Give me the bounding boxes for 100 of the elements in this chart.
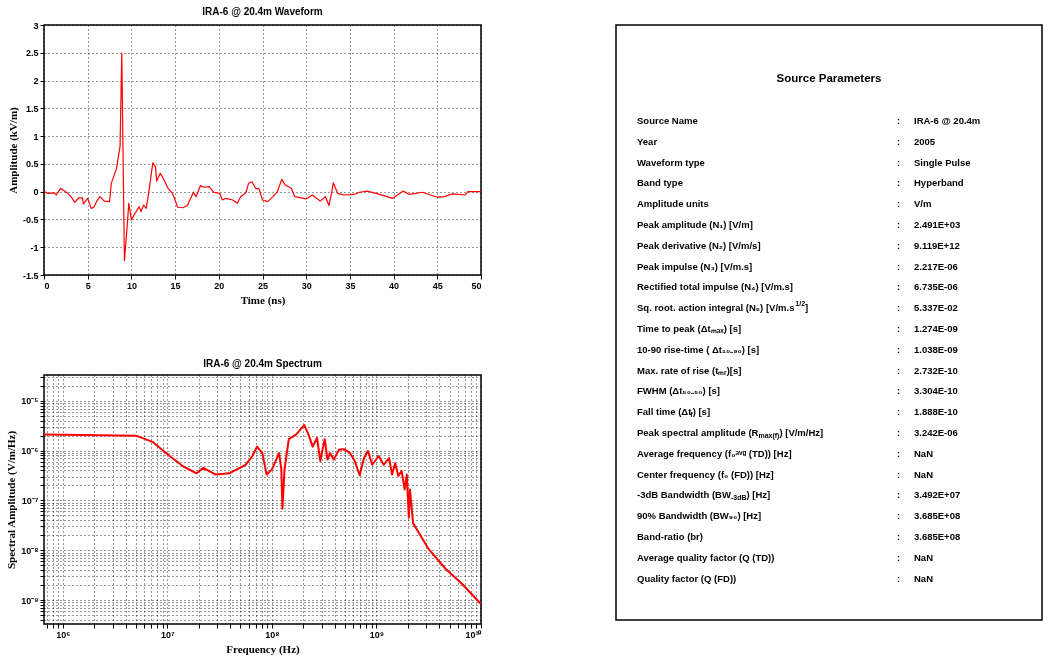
text: : (897, 551, 901, 563)
source-note: Source Name (637, 115, 698, 126)
text: : (897, 406, 901, 418)
text: IRA-6 @ 20.4m (914, 115, 981, 126)
text: Band type (637, 177, 683, 189)
x-tick-label: 50 (471, 280, 482, 291)
text: 3.242E-06 (914, 427, 958, 438)
text: : (897, 302, 901, 314)
text: : (897, 510, 901, 522)
text: : (897, 239, 901, 251)
text: V/m (914, 198, 932, 210)
text: 2.217E-06 (914, 260, 958, 272)
y-tick-label: 0 (33, 187, 39, 198)
y-tick-label: 3 (33, 20, 39, 31)
x-tick-label: 10⁹ (369, 629, 385, 640)
x-tick-label: 10⁶ (56, 629, 71, 640)
x-tick-label: 35 (345, 280, 356, 291)
y-tick-label: -0.5 (22, 214, 39, 225)
y-tick-label: 2 (33, 76, 39, 87)
x-tick-label: 10⁷ (161, 629, 176, 640)
text: Time to peak (Δtₘₐₓ) [s] (637, 323, 742, 334)
text: : (897, 489, 901, 501)
text: Center frequency (f₀ (FD)) [Hz] (637, 468, 774, 480)
text: Max. rate of rise (tₘᵣ)[s] (637, 364, 742, 376)
text: FWHM (Δt₅₀₋₅₀) [s] (637, 385, 721, 397)
x-tick-label: 10⁸ (265, 629, 280, 640)
text: : (897, 260, 901, 272)
text: : (897, 281, 901, 293)
x-tick-label: 10¹⁰ (465, 629, 483, 640)
x-tick-label: 15 (170, 280, 181, 291)
text: : (897, 531, 901, 542)
text: 2.491E+03 (914, 219, 961, 230)
text: : (897, 364, 901, 376)
text: : (897, 447, 901, 459)
x-tick-label: 20 (214, 280, 225, 291)
x-tick-label: 0 (44, 280, 50, 291)
y-axis-title: Amplitude (kV/m) (6, 106, 20, 194)
text: : (897, 177, 901, 189)
chart-title: IRA-6 @ 20.4m Spectrum (203, 358, 322, 370)
text: : (897, 198, 901, 210)
text: 3.685E+08 (914, 531, 961, 542)
text: : (897, 323, 901, 334)
x-axis-title: Frequency (Hz) (226, 642, 301, 656)
text: Amplitude units (637, 198, 709, 210)
text: : (897, 135, 901, 147)
text: : (897, 468, 901, 480)
text: 10-90 rise-time ( Δt₁₀₋₉₀) [s] (637, 343, 760, 355)
y-tick-label: 10⁻⁵ (21, 396, 39, 407)
text: 2005 (914, 135, 936, 147)
line-series (44, 52, 481, 262)
x-tick-label: 45 (432, 280, 443, 291)
x-tick-label: 10 (126, 280, 137, 291)
text: 2.732E-10 (914, 364, 958, 376)
y-tick-label: 2.5 (25, 48, 39, 59)
text: 6.735E-06 (914, 281, 958, 293)
y-tick-label: 1.5 (25, 103, 39, 114)
text: Hyperband (914, 177, 964, 189)
chart-title: IRA-6 @ 20.4m Waveform (202, 6, 323, 17)
x-tick-label: 5 (85, 280, 91, 291)
text: Waveform type (637, 156, 705, 168)
y-tick-label: 10⁻⁸ (21, 545, 39, 556)
y-tick-label: 10⁻⁶ (21, 446, 39, 457)
text: 3.304E-10 (914, 385, 958, 397)
text: NaN (914, 572, 934, 584)
text: : (897, 427, 901, 438)
y-tick-label: 10⁻⁷ (21, 495, 39, 506)
text: Rectified total impulse (N₄) [V/m.s] (637, 281, 794, 293)
text: : (897, 572, 901, 584)
text: 1.888E-10 (914, 406, 958, 418)
text: 3.492E+07 (914, 489, 961, 501)
text: 5.337E-02 (914, 302, 958, 314)
x-tick-label: 25 (257, 280, 269, 291)
text: Band-ratio (br) (637, 531, 703, 542)
y-tick-label: 0.5 (25, 159, 39, 170)
text: : (897, 343, 901, 355)
text: Single Pulse (914, 156, 971, 168)
text: 1.274E-09 (914, 323, 958, 334)
text: NaN (914, 551, 934, 563)
text: 3.685E+08 (914, 510, 961, 522)
text: Average quality factor (Q (TD)) (637, 551, 775, 563)
text: NaN (914, 447, 934, 459)
text: Peak amplitude (N₁) [V/m] (637, 219, 753, 230)
y-tick-label: 10⁻⁹ (21, 595, 39, 606)
text: : (897, 156, 901, 168)
y-tick-label: 1 (33, 131, 39, 142)
text: Average frequency (f₀ᵃᵛᵍ (TD)) [Hz] (637, 447, 792, 459)
x-tick-label: 40 (389, 280, 400, 291)
x-axis-title: Time (ns) (240, 293, 286, 307)
y-axis-title: Spectral Amplitude (V/m/Hz) (5, 430, 19, 570)
text: : (897, 115, 901, 126)
text: Peak derivative (N₂) [V/m/s] (637, 239, 761, 251)
text: 9.119E+12 (914, 239, 960, 251)
text: 90% Bandwidth (BW₉₀) [Hz] (637, 510, 762, 522)
x-tick-label: 30 (301, 280, 312, 291)
text: NaN (914, 468, 934, 480)
text: Peak impulse (N₃) [V/m.s] (637, 260, 753, 272)
text: Source Parameters (776, 72, 882, 84)
text: Year (637, 135, 658, 147)
y-tick-label: -1 (30, 242, 39, 253)
y-tick-label: -1.5 (22, 270, 39, 281)
